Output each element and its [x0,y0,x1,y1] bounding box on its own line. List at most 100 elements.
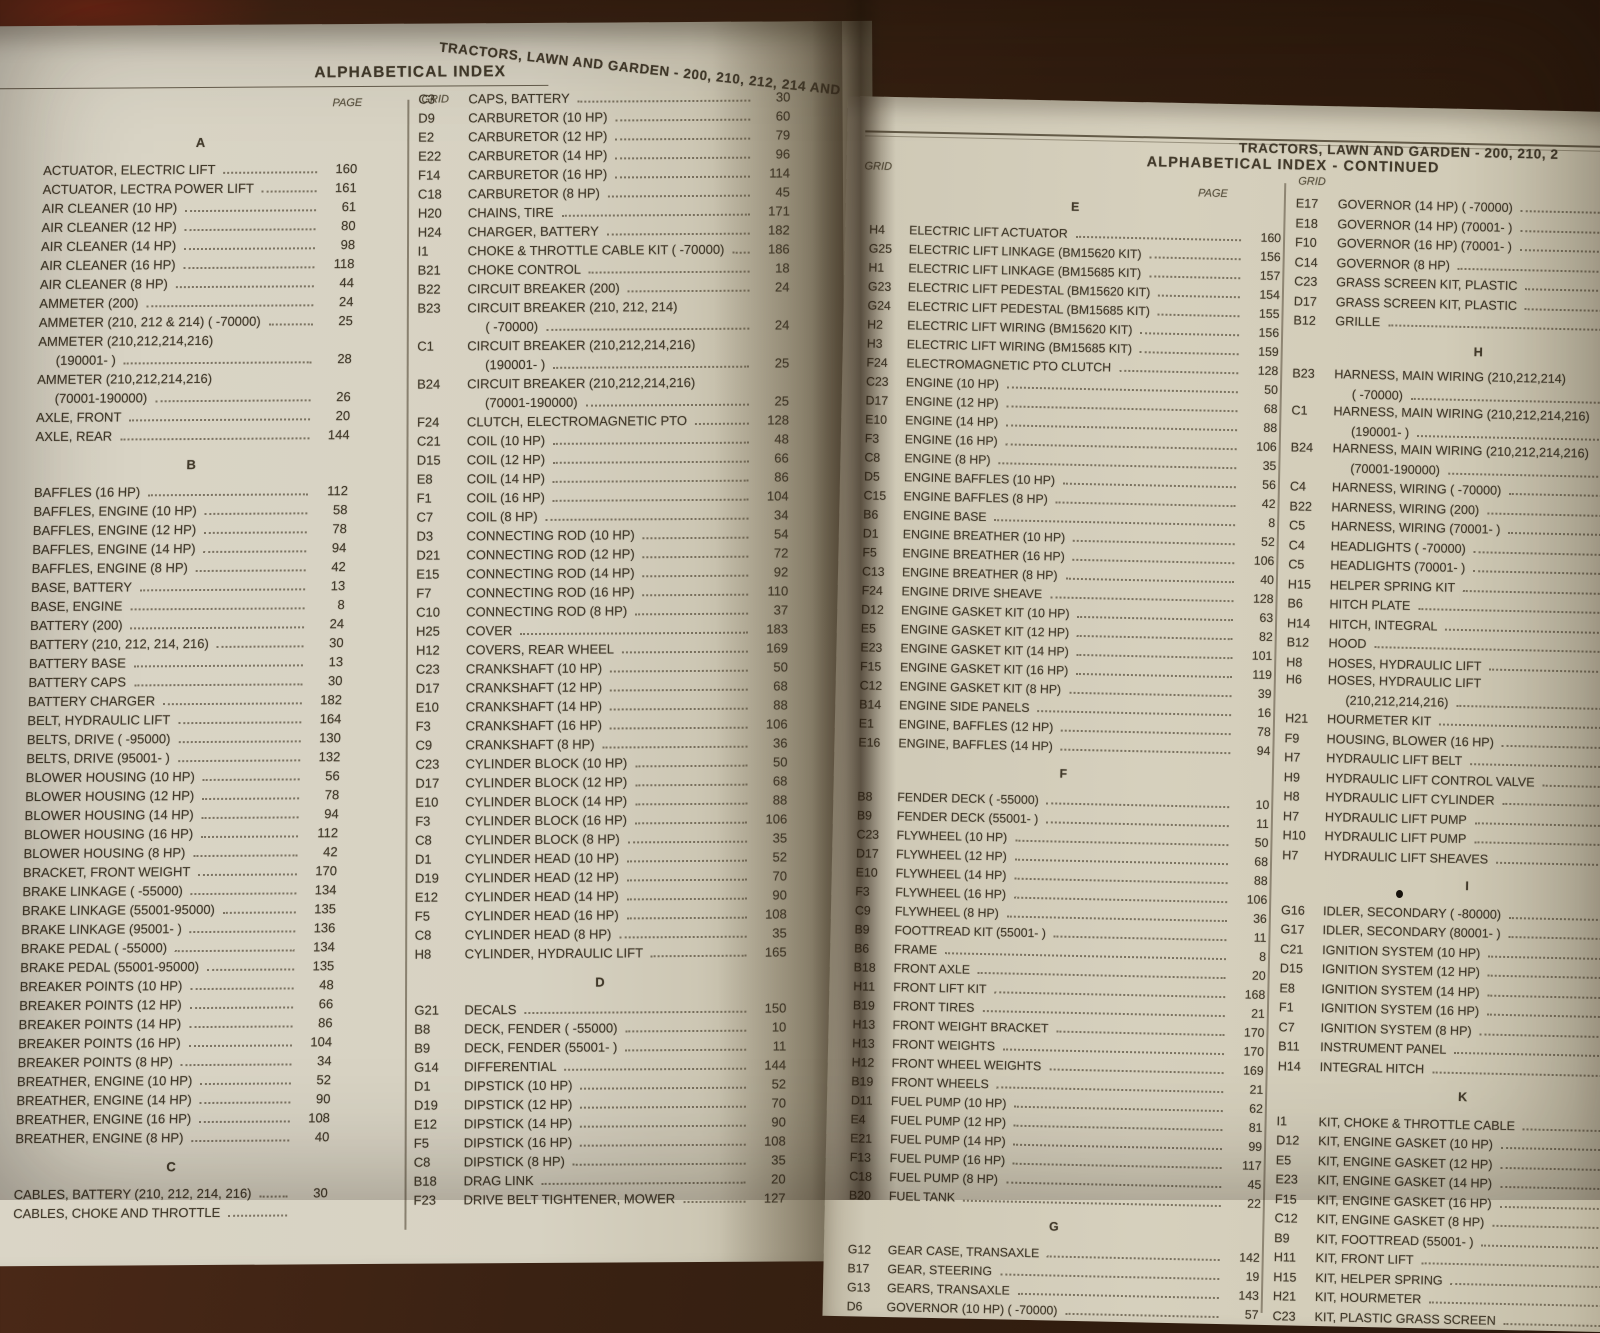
dot-leader [1417,422,1600,441]
index-row: C18 CARBURETOR (8 HP) 45 [418,182,790,203]
page-number: 52 [1241,533,1275,551]
dot-leader [1073,528,1235,545]
dot-leader [1077,623,1233,640]
page-number: 21 [1231,1005,1265,1023]
page-number: 26 [316,387,351,406]
entry-label: HYDRAULIC LIFT BELT [1326,750,1462,770]
dot-leader [580,1075,746,1090]
page-number: 134 [302,880,337,899]
grid-ref: B9 [1274,1230,1316,1248]
grid-ref: E4 [850,1111,890,1129]
dot-leader [1065,566,1234,584]
entry-label: DIPSTICK (8 HP) [464,1152,565,1172]
entry-label: CARBURETOR (16 HP) [468,165,607,185]
entry-label: FLYWHEEL (14 HP) [896,865,1007,884]
index-row: BLOWER HOUSING (14 HP) 94 [24,804,339,825]
dot-leader [1077,642,1233,659]
entry-label: BELTS, DRIVE ( -95000) [27,729,171,749]
page-number: 68 [1234,853,1268,871]
dot-leader [1037,698,1231,716]
entry-label: ENGINE, BAFFLES (12 HP) [899,716,1054,736]
index-column-e-f-g: E H4 ELECTRIC LIFT ACTUATOR 160 G25 ELEC… [846,184,1282,1323]
index-row: H25 COVER 183 [416,619,788,640]
entry-label: KIT, HELPER SPRING [1315,1270,1443,1290]
entry-label: CHOKE CONTROL [468,260,581,280]
grid-ref: D21 [416,545,466,564]
dot-leader [1056,1019,1224,1037]
page-number: 114 [756,163,790,182]
index-row: H20 CHAINS, TIRE 171 [418,201,790,222]
dot-leader [175,937,295,952]
entry-label: CONNECTING ROD (16 HP) [466,582,634,602]
dot-leader [1077,604,1233,621]
entry-label: AMMETER (210, 212 & 214) ( -70000) [39,312,261,332]
grid-ref: F5 [414,1133,464,1152]
grid-ref: C23 [1294,273,1336,291]
grid-ref: E16 [858,734,898,752]
entry-label: HOURMETER KIT [1327,711,1432,731]
page-number: 108 [296,1108,331,1127]
grid-ref: B11 [1278,1038,1320,1056]
entry-label: DRIVE BELT TIGHTENER, MOWER [464,1189,676,1209]
page-number: 99 [1228,1138,1262,1156]
dot-leader [635,810,747,825]
entry-label: FENDER DECK (55001- ) [897,808,1039,828]
page-number: 156 [1247,248,1281,266]
dot-leader [1411,385,1600,404]
dot-leader [1451,1270,1600,1288]
index-row: BELT, HYDRAULIC LIFT 164 [27,709,342,730]
entry-label: BRAKE PEDAL (55001-95000) [20,957,199,977]
entry-label: HARNESS, WIRING ( -70000) [1332,479,1502,500]
page-number: 88 [753,790,787,809]
index-row: BREATHER, ENGINE (16 HP) 108 [16,1108,331,1129]
index-row: E15 CONNECTING ROD (14 HP) 92 [416,562,788,583]
dot-leader [1523,1116,1600,1133]
entry-label: BLOWER HOUSING (16 HP) [24,824,194,844]
page-number: 52 [297,1070,332,1089]
page-number: 13 [311,576,346,595]
entry-label: ENGINE GASKET KIT (8 HP) [899,678,1061,698]
dot-leader [1061,737,1231,755]
entry-label: H [1474,345,1484,359]
grid-ref: C23 [866,373,906,391]
index-row: AIR CLEANER (8 HP) 44 [40,273,355,294]
page-number: 78 [313,519,348,538]
dot-leader [578,88,751,103]
page-number: 128 [755,410,789,429]
entry-label: KIT, ENGINE GASKET (16 HP) [1317,1192,1492,1213]
entry-label: DIPSTICK (14 HP) [464,1114,572,1134]
index-row: C9 CRANKSHAFT (8 HP) 36 [416,733,788,754]
dot-leader [1474,829,1600,847]
grid-ref: C5 [1289,517,1331,535]
page-number: 45 [1227,1176,1261,1194]
page-number: 108 [753,904,787,923]
page-number: 11 [1232,929,1266,947]
right-page: TRACTORS, LAWN AND GARDEN - 200, 210, 2 … [822,96,1600,1333]
entry-label: CYLINDER BLOCK (10 HP) [465,753,627,773]
dot-leader [603,734,748,749]
grid-ref: H12 [416,640,466,659]
page-number: 13 [309,652,344,671]
page-number: 20 [316,406,351,425]
grid-ref: B6 [1287,595,1329,613]
index-row: H12 COVERS, REAR WHEEL 169 [416,638,788,659]
grid-ref: D1 [863,525,903,543]
page-number: 66 [755,448,789,467]
page-number: 106 [754,714,788,733]
index-row: AMMETER (210, 212 & 214) ( -70000) 25 [39,311,354,332]
index-row: D21 CONNECTING ROD (12 HP) 72 [416,543,788,564]
dot-leader [1056,489,1236,507]
page-number: 110 [754,581,788,600]
dot-leader [1448,460,1600,478]
dot-leader [155,387,311,402]
entry-label: ACTUATOR, LECTRA POWER LIFT [42,179,254,199]
index-row: D9 CARBURETOR (10 HP) 60 [418,106,790,127]
grid-ref: C7 [1278,1019,1320,1037]
entry-label: BRAKE LINKAGE ( -55000) [22,881,183,901]
dot-leader [1014,1113,1223,1131]
entry-label: BELT, HYDRAULIC LIFT [27,710,170,730]
page-number: 132 [306,747,341,766]
grid-ref: H7 [1283,808,1325,826]
page-number: 35 [753,923,787,942]
dot-leader [1509,924,1600,941]
